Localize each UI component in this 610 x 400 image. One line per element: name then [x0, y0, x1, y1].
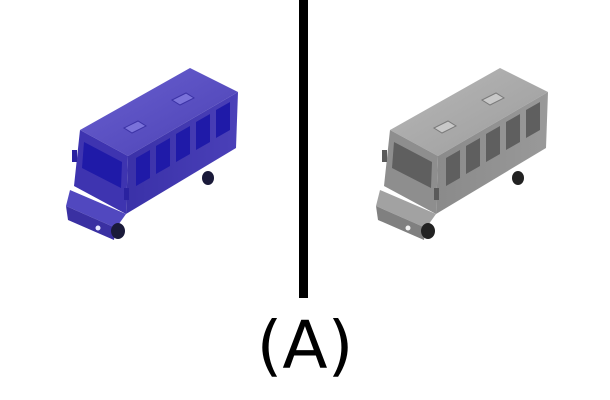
- bus-bumper: [66, 206, 116, 240]
- vertical-divider: [299, 0, 308, 298]
- bus-hood: [66, 190, 126, 228]
- panel-caption: (A): [256, 307, 354, 384]
- bus-windshield: [82, 142, 122, 188]
- gray-bus-illustration: [376, 68, 548, 240]
- color-bus-render: [40, 0, 270, 260]
- blue-bus-illustration: [66, 68, 238, 240]
- grayscale-bus-render: [350, 0, 580, 260]
- bus-roof: [80, 68, 238, 156]
